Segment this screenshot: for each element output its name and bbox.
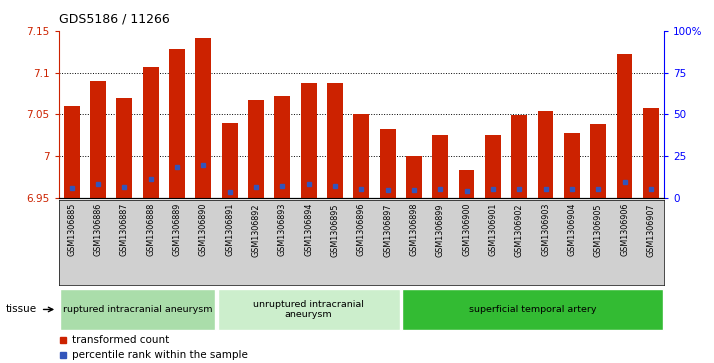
Text: GSM1306891: GSM1306891 [225, 203, 234, 256]
Text: transformed count: transformed count [72, 335, 169, 345]
Bar [564, 133, 580, 198]
Text: GSM1306894: GSM1306894 [304, 203, 313, 256]
Bar [90, 81, 106, 198]
Text: GSM1306890: GSM1306890 [198, 203, 208, 256]
Bar [485, 135, 501, 198]
Text: GSM1306901: GSM1306901 [488, 203, 498, 256]
Text: superficial temporal artery: superficial temporal artery [468, 305, 596, 314]
Bar [538, 111, 553, 198]
Text: percentile rank within the sample: percentile rank within the sample [72, 350, 248, 360]
Text: GSM1306898: GSM1306898 [409, 203, 418, 256]
Text: GSM1306903: GSM1306903 [541, 203, 550, 256]
Bar [353, 114, 369, 198]
Bar [248, 100, 264, 198]
Bar [458, 170, 475, 198]
Text: GSM1306899: GSM1306899 [436, 203, 445, 257]
Bar [59, 289, 216, 330]
Text: GSM1306902: GSM1306902 [515, 203, 524, 257]
Text: GSM1306905: GSM1306905 [594, 203, 603, 257]
Text: GSM1306906: GSM1306906 [620, 203, 629, 256]
Text: GSM1306892: GSM1306892 [251, 203, 261, 257]
Text: tissue: tissue [6, 305, 37, 314]
Bar [617, 54, 633, 198]
Text: GSM1306885: GSM1306885 [67, 203, 76, 256]
Bar [196, 37, 211, 198]
Text: GDS5186 / 11266: GDS5186 / 11266 [59, 12, 169, 25]
Text: GSM1306907: GSM1306907 [646, 203, 655, 257]
Text: GSM1306900: GSM1306900 [462, 203, 471, 256]
Bar [222, 123, 238, 198]
Bar [274, 96, 290, 198]
Bar [327, 83, 343, 198]
Bar [590, 125, 606, 198]
Bar [143, 67, 159, 198]
Bar [380, 129, 396, 198]
Bar [301, 83, 316, 198]
Text: ruptured intracranial aneurysm: ruptured intracranial aneurysm [63, 305, 212, 314]
Text: GSM1306887: GSM1306887 [120, 203, 129, 256]
Text: GSM1306895: GSM1306895 [331, 203, 339, 257]
Text: GSM1306888: GSM1306888 [146, 203, 155, 256]
Text: GSM1306886: GSM1306886 [94, 203, 103, 256]
Bar [406, 156, 422, 198]
Text: GSM1306897: GSM1306897 [383, 203, 392, 257]
Text: unruptured intracranial
aneurysm: unruptured intracranial aneurysm [253, 300, 364, 319]
Text: GSM1306904: GSM1306904 [568, 203, 576, 256]
Bar [218, 289, 400, 330]
Text: GSM1306896: GSM1306896 [357, 203, 366, 256]
Text: GSM1306893: GSM1306893 [278, 203, 287, 256]
Bar [643, 108, 659, 198]
Bar [64, 106, 79, 198]
Bar [116, 98, 132, 198]
Bar [511, 115, 527, 198]
Text: GSM1306889: GSM1306889 [173, 203, 181, 256]
Bar [402, 289, 663, 330]
Bar [433, 135, 448, 198]
Bar [169, 49, 185, 198]
